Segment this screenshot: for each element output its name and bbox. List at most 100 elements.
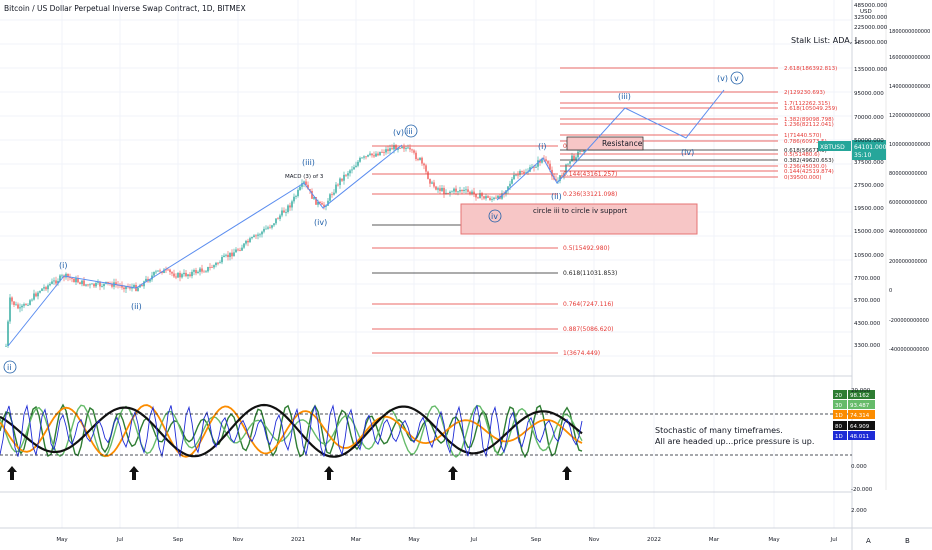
candle — [523, 171, 525, 174]
candle — [187, 274, 189, 277]
stochastic-note-2: All are headed up...price pressure is up… — [655, 437, 814, 446]
candle — [293, 196, 295, 202]
stoch-value-label: 74.314 — [850, 413, 870, 419]
candle — [195, 270, 197, 274]
candle — [27, 304, 29, 306]
fib-level-label: 0.236(45030.0) — [784, 164, 827, 170]
candle — [475, 194, 477, 198]
wave-label-ii-circle: ii — [7, 363, 11, 372]
candle — [345, 174, 347, 176]
candle — [219, 262, 221, 264]
candle — [189, 274, 191, 277]
candle — [183, 272, 185, 275]
fib-level-label: 2.618(186392.813) — [784, 66, 837, 72]
candle — [335, 184, 337, 193]
candle — [371, 153, 373, 156]
candle — [403, 146, 405, 149]
candle — [289, 205, 291, 208]
x-axis-label: Sep — [173, 537, 184, 543]
candle — [149, 279, 151, 282]
candle — [95, 283, 97, 287]
stoch-value-label: 64.909 — [850, 424, 870, 430]
candle — [373, 155, 375, 157]
candle — [449, 191, 451, 194]
candle — [217, 262, 219, 264]
candle — [71, 278, 73, 279]
candle — [93, 283, 95, 287]
candle — [393, 145, 395, 150]
candle — [263, 228, 265, 232]
chart-title: Bitcoin / US Dollar Perpetual Inverse Sw… — [4, 4, 246, 13]
price-axis-unit: USD — [860, 9, 872, 15]
candle — [355, 165, 357, 168]
candle — [171, 272, 173, 274]
candle — [369, 153, 371, 155]
candle — [455, 188, 457, 192]
candle — [401, 146, 403, 149]
x-axis-label: Mar — [351, 537, 362, 543]
candle — [531, 166, 533, 168]
candle — [259, 234, 261, 236]
candle — [459, 190, 461, 192]
stoch-value-label: 98.162 — [850, 393, 869, 399]
candle — [343, 174, 345, 181]
candle — [319, 201, 321, 204]
candle — [547, 160, 549, 164]
candle — [137, 287, 139, 291]
candle — [85, 284, 87, 286]
candle — [471, 191, 473, 194]
candle — [311, 191, 313, 199]
candle — [425, 165, 427, 172]
candle — [423, 163, 425, 166]
candle — [9, 297, 11, 322]
price-axis-label: 4300.000 — [854, 321, 881, 327]
volume-axis-label: 800000000000 — [889, 171, 927, 177]
candle — [233, 252, 235, 257]
candle — [549, 163, 551, 170]
candle — [43, 287, 45, 289]
stoch-value-label: 48.011 — [850, 434, 869, 440]
candle — [417, 159, 419, 160]
candle — [271, 225, 273, 228]
fib-level-label: 0.5(51480.6) — [784, 152, 820, 158]
volume-axis-label: 0 — [889, 288, 892, 294]
candle — [239, 250, 241, 251]
auto-scale-button[interactable]: A — [866, 537, 871, 545]
candle — [301, 183, 303, 187]
candle — [201, 268, 203, 272]
candle — [323, 204, 325, 207]
candle — [13, 301, 15, 305]
log-scale-button[interactable]: B — [905, 537, 910, 545]
stoch-timeframe-label: 20 — [835, 393, 842, 399]
osc-axis-label: 0.000 — [851, 464, 867, 470]
up-arrow-icon — [129, 466, 139, 480]
osc-axis-label: -20.000 — [851, 487, 873, 493]
wave-label-i-2: (i) — [538, 142, 546, 151]
candle — [55, 280, 57, 284]
stoch-timeframe-badge — [833, 390, 847, 399]
candle — [19, 307, 21, 309]
candle — [141, 285, 143, 287]
candle — [123, 287, 125, 290]
volume-axis-label: 1400000000000 — [889, 84, 930, 90]
candle — [69, 277, 71, 279]
stoch-timeframe-label: 80 — [835, 424, 842, 430]
resistance-zone — [566, 136, 644, 151]
candle — [53, 280, 55, 282]
candle — [297, 189, 299, 197]
candle — [451, 191, 453, 193]
volume-axis-label: -200000000000 — [889, 318, 929, 324]
wave-label-v-2: (v) — [717, 74, 728, 83]
candle — [359, 157, 361, 162]
fib-level-label: 1(71440.570) — [784, 133, 822, 139]
candle — [407, 147, 409, 149]
candle — [431, 182, 433, 184]
fib-level-label: 1.7(112262.315) — [784, 101, 830, 107]
candle — [99, 282, 101, 287]
volume-axis-label: 400000000000 — [889, 229, 927, 235]
candle — [125, 286, 127, 290]
symbol-price: 64101.000 — [854, 144, 887, 151]
fib-retrace-label: 0.618(11031.853) — [563, 270, 617, 277]
fib-retrace-label: 0.236(33121.098) — [563, 191, 617, 198]
